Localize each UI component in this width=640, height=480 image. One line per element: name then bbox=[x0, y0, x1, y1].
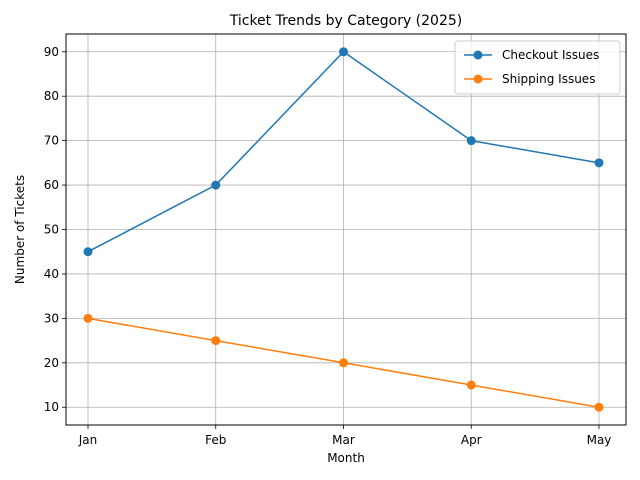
legend: Checkout Issues Shipping Issues bbox=[454, 40, 621, 95]
data-point bbox=[211, 180, 221, 190]
x-axis-label: Month bbox=[327, 451, 365, 465]
y-tick-label: 40 bbox=[44, 267, 59, 281]
data-point bbox=[339, 358, 348, 368]
data-point bbox=[594, 402, 604, 412]
y-tick-label: 80 bbox=[44, 89, 59, 103]
legend-swatch-marker bbox=[473, 50, 483, 60]
series-0 bbox=[83, 47, 604, 257]
series-layer bbox=[83, 47, 604, 412]
y-tick-label: 30 bbox=[44, 311, 59, 325]
y-tick-label: 10 bbox=[44, 400, 59, 414]
x-axis-ticks: Jan Feb Mar Apr May bbox=[78, 425, 612, 447]
legend-swatch-marker bbox=[473, 74, 483, 84]
legend-box bbox=[454, 40, 621, 95]
data-point bbox=[339, 47, 348, 57]
series-1 bbox=[83, 313, 604, 412]
legend-label: Shipping Issues bbox=[502, 72, 595, 86]
data-point bbox=[83, 313, 93, 323]
y-tick-label: 50 bbox=[44, 223, 59, 237]
chart-title: Ticket Trends by Category (2025) bbox=[229, 13, 463, 29]
x-tick-label: Apr bbox=[461, 433, 482, 447]
x-tick-label: May bbox=[587, 433, 612, 447]
data-point bbox=[83, 247, 93, 257]
data-point bbox=[466, 380, 476, 390]
y-tick-label: 60 bbox=[44, 178, 59, 192]
x-tick-label: Jan bbox=[78, 433, 98, 447]
data-point bbox=[211, 336, 221, 346]
legend-label: Checkout Issues bbox=[502, 48, 599, 62]
x-tick-label: Mar bbox=[332, 433, 355, 447]
y-tick-label: 20 bbox=[44, 356, 59, 370]
x-tick-label: Feb bbox=[205, 433, 226, 447]
y-axis-ticks: 10 20 30 40 50 60 70 80 90 bbox=[44, 45, 66, 414]
y-axis-label: Number of Tickets bbox=[13, 175, 27, 284]
y-tick-label: 70 bbox=[44, 134, 59, 148]
data-point bbox=[594, 158, 604, 168]
data-point bbox=[466, 136, 476, 146]
y-tick-label: 90 bbox=[44, 45, 59, 59]
